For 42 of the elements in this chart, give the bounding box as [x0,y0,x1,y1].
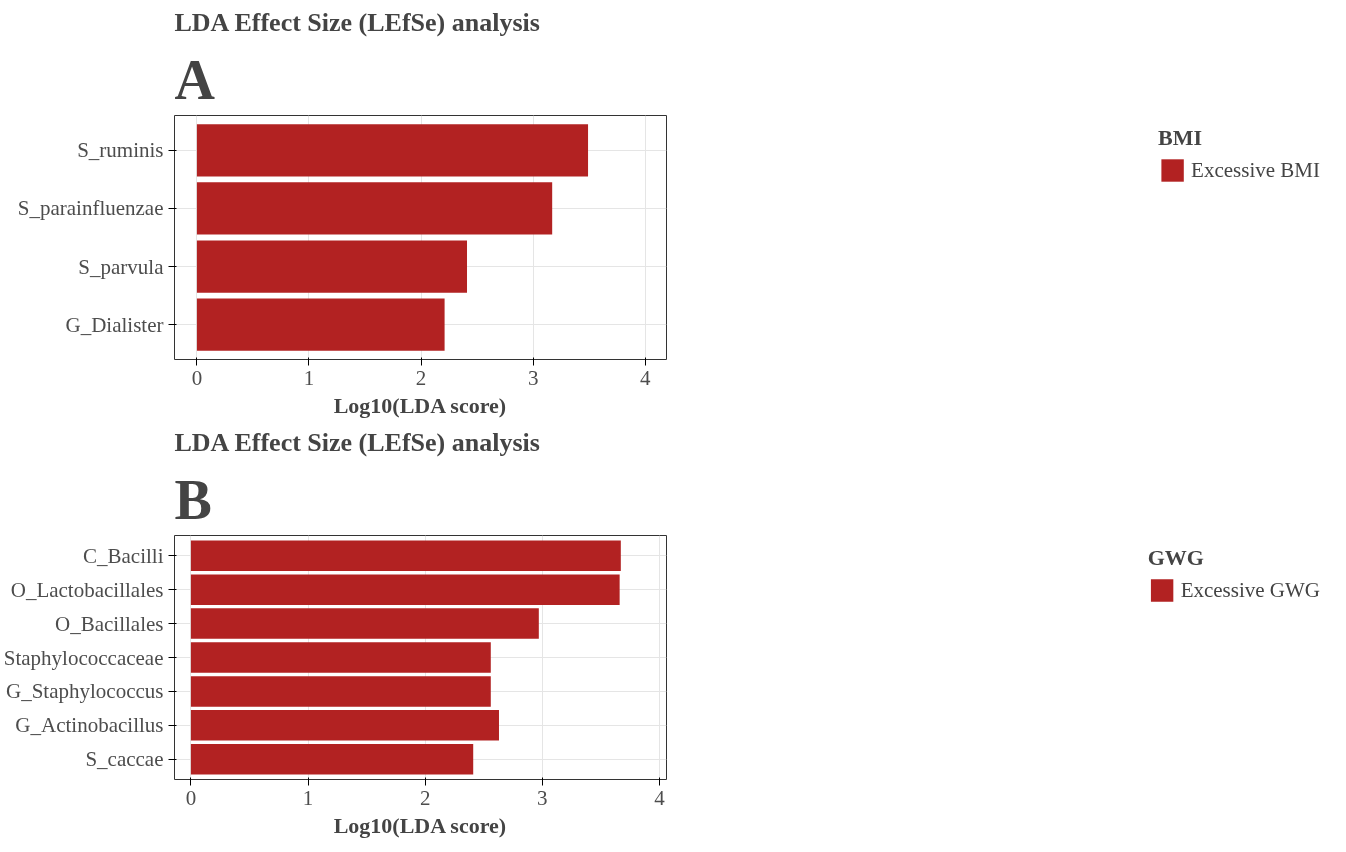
legend-label: Excessive GWG [1180,577,1320,603]
y-tick-label: Staphylococcaceae [3,645,164,670]
y-tick-label: S_parainfluenzae [17,196,164,221]
legend-title: GWG [1147,545,1205,571]
x-tick-label: 4 [639,365,651,390]
x-tick-label: 3 [537,785,548,810]
bar [190,710,499,741]
y-tick-label: C_Bacilli [83,543,164,568]
legend-label: Excessive BMI [1191,157,1320,183]
text: B [174,468,212,531]
y-tick-label: G_Dialister [65,312,164,337]
x-tick-label: 1 [303,365,315,390]
bar [196,298,445,351]
y-tick-label: S_caccae [85,747,164,772]
bar [190,642,491,673]
chart-title: LDA Effect Size (LEfSe) analysis [174,7,540,37]
bar [190,574,620,605]
y-tick-label: O_Bacillales [55,611,164,636]
y-tick-label: S_ruminis [77,138,164,163]
bar [190,676,491,707]
bar [190,540,621,572]
x-tick-label: 1 [302,785,314,810]
x-tick-label: 4 [654,785,666,810]
bar [196,124,589,177]
y-tick-label: O_Lactobacillales [10,577,164,602]
x-tick-label: 0 [185,785,197,810]
x-tick-label: 3 [527,365,539,390]
text: A [174,48,216,111]
x-tick-label: 2 [415,365,427,390]
x-axis-title: Log10(LDA score) [333,392,507,418]
y-tick-label: S_parvula [78,254,165,279]
y-tick-label: G_Actinobacillus [15,713,164,738]
bar [196,240,468,293]
bar [190,743,474,775]
bar [196,182,553,235]
x-axis-title: Log10(LDA score) [333,812,507,838]
legend-title: BMI [1158,125,1204,151]
x-tick-label: 2 [419,785,431,810]
bar [190,608,539,639]
chart-title: LDA Effect Size (LEfSe) analysis [174,427,540,457]
y-tick-label: G_Staphylococcus [6,679,164,704]
x-tick-label: 0 [191,365,203,390]
